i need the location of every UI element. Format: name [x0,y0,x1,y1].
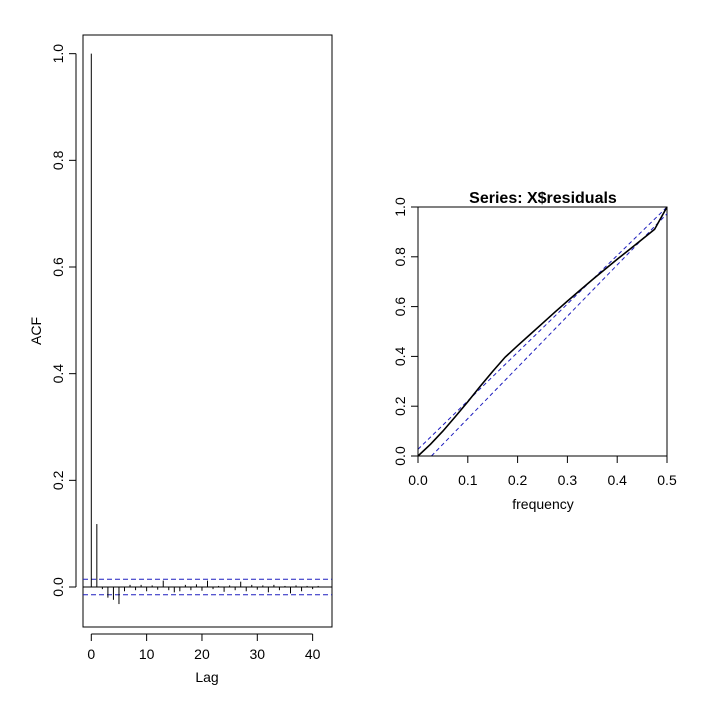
acf-y-tick-label: 0.6 [50,257,66,277]
acf-x-axis-title: Lag [195,669,218,685]
cpg-reference-upper-line [417,206,668,450]
cpg-y-tick-label: 0.8 [392,247,408,267]
cpg-y-tick-label: 0.0 [392,446,408,466]
cpg-reference-lines [417,206,668,457]
cpg-x-tick-label: 0.2 [508,472,528,488]
acf-x-tick-label: 40 [305,646,321,662]
acf-x-tick-label: 10 [139,646,155,662]
acf-y-axis: 0.0 0.2 0.4 0.6 0.8 1.0 [50,44,77,597]
cpg-x-tick-label: 0.5 [657,472,677,488]
acf-y-tick-label: 0.8 [50,150,66,170]
cpg-x-axis-title: frequency [512,496,573,512]
cpg-reference-lower-line [431,213,668,457]
cpg-y-tick-label: 0.2 [392,396,408,416]
acf-y-tick-label: 0.0 [50,577,66,597]
cpg-series [417,206,668,457]
acf-x-tick-label: 20 [194,646,210,662]
cpg-y-tick-label: 0.6 [392,297,408,317]
acf-x-tick-label: 0 [87,646,95,662]
cpg-x-tick-label: 0.0 [408,472,428,488]
acf-y-tick-label: 0.4 [50,364,66,384]
acf-x-tick-label: 30 [250,646,266,662]
cpg-plot-frame [417,206,668,457]
cpg-title: Series: X$residuals [469,190,617,207]
acf-plot-frame [82,34,333,628]
acf-y-tick-label: 1.0 [50,44,66,64]
cpg-y-axis: 0.0 0.2 0.4 0.6 0.8 1.0 [392,197,419,466]
cpg-series-line-0 [417,206,668,457]
cpg-y-tick-label: 0.4 [392,346,408,366]
acf-confidence-lines [83,578,332,596]
acf-panel: 0 10 20 30 40 0.0 0.2 0.4 0.6 0.8 1.0 Lag ACF [28,34,333,685]
acf-y-axis-title: ACF [28,317,44,345]
cpg-panel: Series: X$residuals 0.0 0.1 0.2 0.3 0.4 0.5 0… [392,190,677,512]
cpg-y-tick-label: 1.0 [392,197,408,217]
cpg-x-axis: 0.0 0.1 0.2 0.3 0.4 0.5 [408,455,677,488]
acf-bars [90,53,319,605]
cpg-x-tick-label: 0.4 [607,472,627,488]
cpg-x-tick-label: 0.1 [458,472,478,488]
acf-y-tick-label: 0.2 [50,470,66,490]
cpg-x-tick-label: 0.3 [558,472,578,488]
acf-x-axis: 0 10 20 30 40 [87,633,321,662]
